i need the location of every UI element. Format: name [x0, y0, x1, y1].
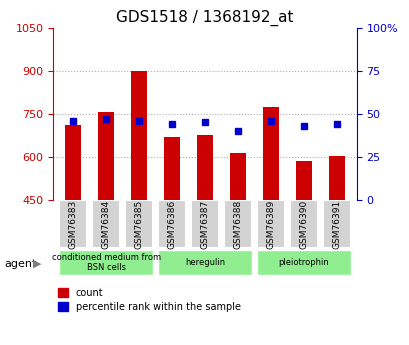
Text: ▶: ▶: [33, 259, 41, 269]
Bar: [163, 137, 180, 200]
Bar: [98, 112, 114, 200]
Text: GSM76389: GSM76389: [266, 200, 275, 249]
Bar: [295, 161, 311, 200]
Bar: [262, 107, 279, 200]
Legend: count, percentile rank within the sample: count, percentile rank within the sample: [58, 288, 240, 312]
FancyBboxPatch shape: [157, 250, 252, 275]
Bar: [229, 152, 246, 200]
Text: GSM76390: GSM76390: [299, 200, 308, 249]
Text: GSM76383: GSM76383: [68, 200, 77, 249]
FancyBboxPatch shape: [223, 200, 252, 248]
FancyBboxPatch shape: [256, 200, 284, 248]
Text: conditioned medium from
BSN cells: conditioned medium from BSN cells: [52, 253, 160, 272]
Text: heregulin: heregulin: [184, 258, 225, 267]
FancyBboxPatch shape: [92, 200, 120, 248]
Text: GSM76387: GSM76387: [200, 200, 209, 249]
Bar: [65, 125, 81, 200]
Text: agent: agent: [4, 259, 36, 269]
FancyBboxPatch shape: [289, 200, 317, 248]
Bar: [196, 135, 213, 200]
Text: GSM76386: GSM76386: [167, 200, 176, 249]
Text: GSM76384: GSM76384: [101, 200, 110, 249]
Bar: [130, 71, 147, 200]
FancyBboxPatch shape: [256, 250, 350, 275]
Text: pleiotrophin: pleiotrophin: [278, 258, 328, 267]
FancyBboxPatch shape: [157, 200, 186, 248]
Title: GDS1518 / 1368192_at: GDS1518 / 1368192_at: [116, 10, 293, 26]
FancyBboxPatch shape: [59, 250, 153, 275]
FancyBboxPatch shape: [191, 200, 218, 248]
Bar: [328, 156, 344, 200]
Text: GSM76391: GSM76391: [332, 200, 341, 249]
Text: GSM76388: GSM76388: [233, 200, 242, 249]
Text: GSM76385: GSM76385: [134, 200, 143, 249]
FancyBboxPatch shape: [322, 200, 350, 248]
FancyBboxPatch shape: [125, 200, 153, 248]
FancyBboxPatch shape: [59, 200, 87, 248]
